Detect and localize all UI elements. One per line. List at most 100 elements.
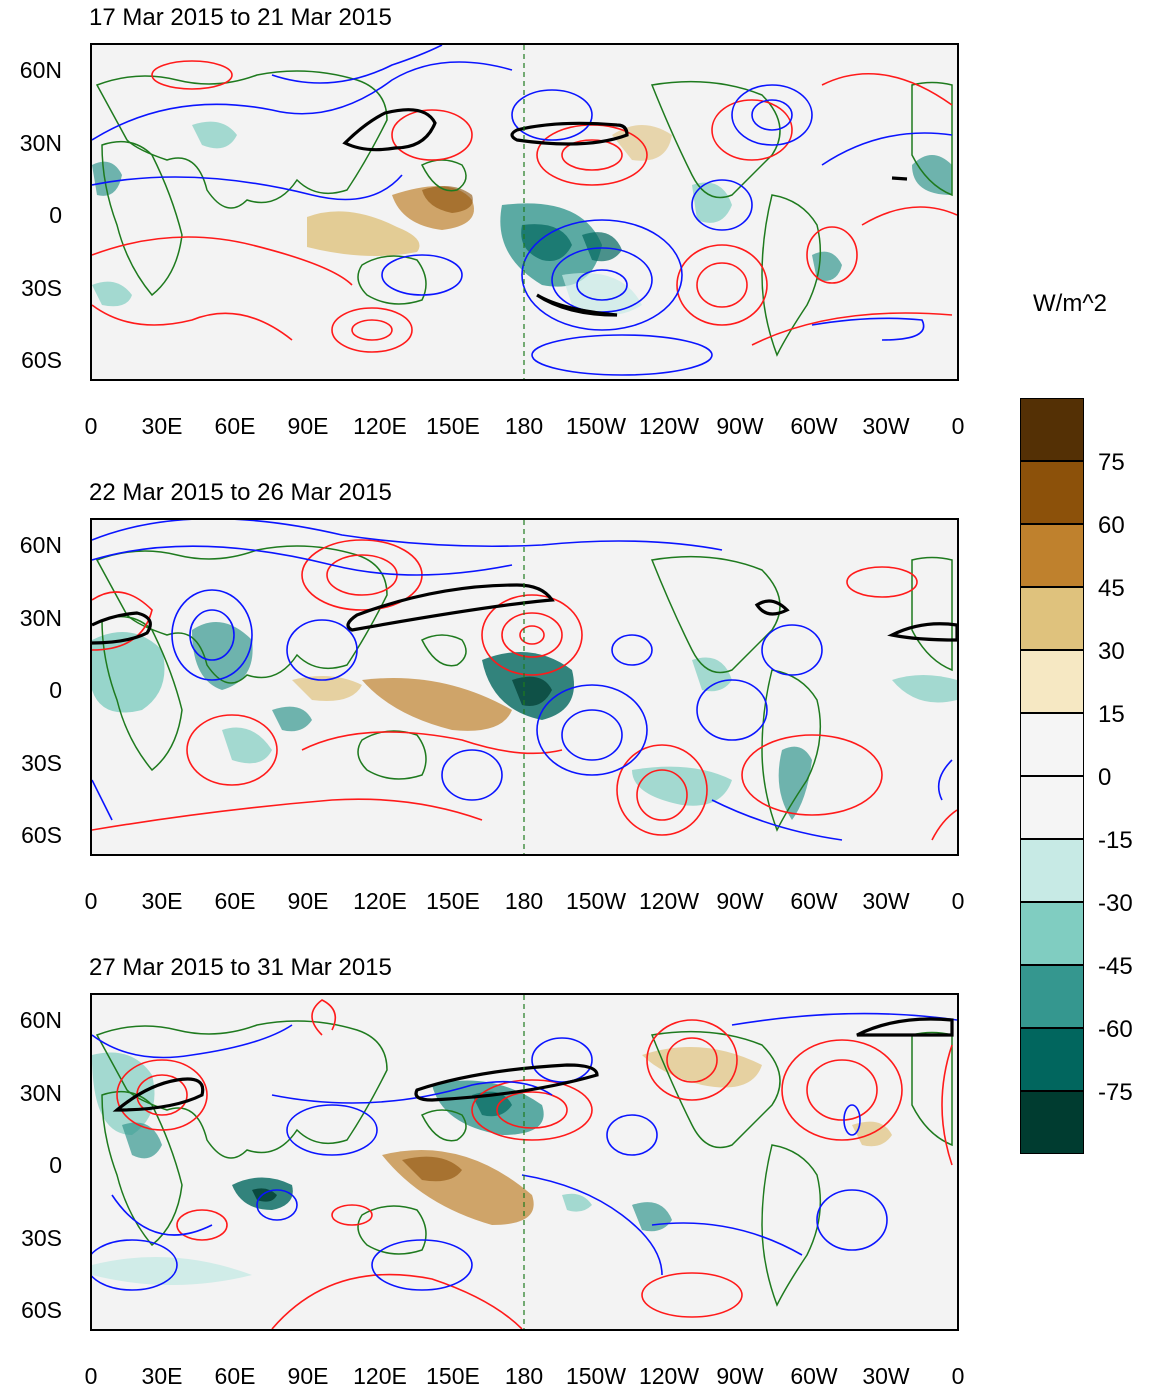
- colorbar-swatch: [1020, 776, 1084, 839]
- panel-2-lat-60s: 60S: [21, 822, 62, 848]
- positive-contours: [92, 539, 957, 841]
- colorbar-swatch: [1020, 902, 1084, 965]
- panel-1-lon-label: 60W: [790, 413, 838, 439]
- panel-3-lon-label: 30W: [862, 1363, 910, 1389]
- panel-3: 27 Mar 2015 to 31 Mar 2015: [0, 950, 1000, 1390]
- panel-2-lon-label: 180: [504, 888, 544, 914]
- jet-contours: [112, 1017, 954, 1112]
- panel-2-lon-label: 90E: [287, 888, 329, 914]
- colorbar-label: 15: [1098, 701, 1125, 728]
- panel-2: 22 Mar 2015 to 26 Mar 2015: [0, 475, 1000, 915]
- panel-1-lon-label: 180: [504, 413, 544, 439]
- panel-1-lat-0: 0: [49, 202, 62, 228]
- panel-1-lon-label: 0: [84, 413, 98, 439]
- panel-2-lon-label: 30W: [862, 888, 910, 914]
- panel-3-lon-label: 0: [84, 1363, 98, 1389]
- panel-1-lon-label: 150E: [426, 413, 480, 439]
- panel-1-lat-60s: 60S: [21, 347, 62, 373]
- panel-3-lat-60n: 60N: [19, 1007, 62, 1033]
- panel-2-map-svg: [92, 520, 957, 854]
- panel-1-lat-30n: 30N: [19, 130, 62, 156]
- panel-2-lat-0: 0: [49, 677, 62, 703]
- panel-1: 17 Mar 2015 to 21 Mar 2015: [0, 0, 1000, 440]
- panel-2-lon-label: 0: [84, 888, 98, 914]
- colorbar-swatch: [1020, 398, 1084, 461]
- panel-3-lon-label: 120W: [638, 1363, 700, 1389]
- colorbar-swatch: [1020, 839, 1084, 902]
- colorbar-label: 45: [1098, 575, 1125, 602]
- panel-3-lon-label: 0: [951, 1363, 965, 1389]
- panel-2-lon-label: 120E: [353, 888, 407, 914]
- panel-1-lat-30s: 30S: [21, 275, 62, 301]
- panel-3-lon-label: 60W: [790, 1363, 838, 1389]
- panel-3-lon-label: 30E: [141, 1363, 183, 1389]
- panel-2-map: [90, 518, 959, 856]
- panel-3-lon-label: 90W: [716, 1363, 764, 1389]
- panel-1-lon-label: 120E: [353, 413, 407, 439]
- panel-1-lon-label: 90E: [287, 413, 329, 439]
- negative-contours: [92, 1012, 957, 1291]
- colorbar-label: 30: [1098, 638, 1125, 665]
- colorbar-swatch: [1020, 587, 1084, 650]
- colorbar-swatch: [1020, 713, 1084, 776]
- panel-3-lon-label: 120E: [353, 1363, 407, 1389]
- positive-contours: [116, 999, 953, 1329]
- panel-2-lon-label: 60W: [790, 888, 838, 914]
- panel-2-lon-label: 30E: [141, 888, 183, 914]
- panel-2-lon-label: 0: [951, 888, 965, 914]
- panel-2-lon-label: 150E: [426, 888, 480, 914]
- jet-contours: [92, 583, 957, 645]
- panel-1-map: [90, 43, 959, 381]
- positive-contours: [92, 60, 957, 353]
- panel-3-lon-label: 180: [504, 1363, 544, 1389]
- colorbar-label: -30: [1098, 890, 1133, 917]
- coastlines: [95, 1020, 953, 1307]
- panel-1-lon-label: 30W: [862, 413, 910, 439]
- panel-3-map-svg: [92, 995, 957, 1329]
- panel-3-lat-30s: 30S: [21, 1225, 62, 1251]
- panel-3-lon-label: 150E: [426, 1363, 480, 1389]
- panel-2-lon-label: 150W: [565, 888, 627, 914]
- panel-2-lat-30n: 30N: [19, 605, 62, 631]
- coastlines: [95, 545, 953, 832]
- panel-3-title: 27 Mar 2015 to 31 Mar 2015: [89, 954, 392, 981]
- colorbar-swatch: [1020, 650, 1084, 713]
- colorbar-swatch: [1020, 1028, 1084, 1091]
- colorbar-swatch: [1020, 965, 1084, 1028]
- colorbar-label: -60: [1098, 1016, 1133, 1043]
- panel-2-lon-label: 60E: [214, 888, 256, 914]
- panel-3-lat-0: 0: [49, 1152, 62, 1178]
- panel-2-lat-60n: 60N: [19, 532, 62, 558]
- colorbar-swatch: [1020, 461, 1084, 524]
- panel-2-lon-label: 90W: [716, 888, 764, 914]
- panel-3-lon-label: 150W: [565, 1363, 627, 1389]
- panel-1-lon-label: 30E: [141, 413, 183, 439]
- panel-1-lon-label: 150W: [565, 413, 627, 439]
- panel-1-lon-label: 60E: [214, 413, 256, 439]
- colorbar-units: W/m^2: [1033, 290, 1107, 317]
- panel-1-map-svg: [92, 45, 957, 379]
- colorbar-label: -15: [1098, 827, 1133, 854]
- colorbar-swatch: [1020, 1091, 1084, 1154]
- panel-2-lat-30s: 30S: [21, 750, 62, 776]
- panel-1-lat-60n: 60N: [19, 57, 62, 83]
- colorbar-swatch: [1020, 524, 1084, 587]
- panel-3-lat-60s: 60S: [21, 1297, 62, 1323]
- panel-1-title: 17 Mar 2015 to 21 Mar 2015: [89, 4, 392, 31]
- colorbar-label: 75: [1098, 449, 1125, 476]
- colorbar-label: -75: [1098, 1079, 1133, 1106]
- olr-anomaly-shading: [92, 121, 952, 315]
- colorbar-label: 60: [1098, 512, 1125, 539]
- panel-2-lon-label: 120W: [638, 888, 700, 914]
- panel-3-lat-30n: 30N: [19, 1080, 62, 1106]
- jet-contours: [342, 108, 908, 317]
- negative-contours: [92, 520, 953, 841]
- panel-3-lon-label: 60E: [214, 1363, 256, 1389]
- panel-3-lon-label: 90E: [287, 1363, 329, 1389]
- panel-1-lon-label: 0: [951, 413, 965, 439]
- panel-3-map: [90, 993, 959, 1331]
- panel-1-lon-label: 120W: [638, 413, 700, 439]
- olr-anomaly-shading: [92, 622, 957, 820]
- colorbar-label: 0: [1098, 764, 1112, 791]
- panel-2-title: 22 Mar 2015 to 26 Mar 2015: [89, 479, 392, 506]
